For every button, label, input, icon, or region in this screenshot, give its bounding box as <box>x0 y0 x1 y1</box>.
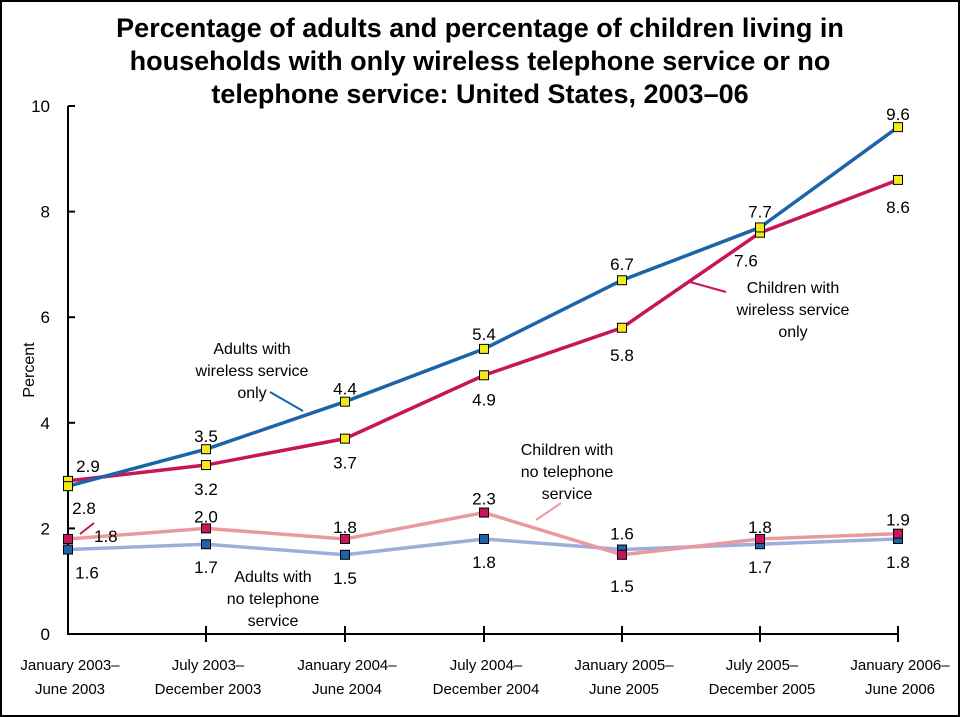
data-point <box>479 370 489 381</box>
series-line <box>67 510 899 557</box>
series-name-label: Adults with <box>234 569 311 586</box>
data-point <box>755 222 765 233</box>
data-label: 1.7 <box>748 558 772 577</box>
series-name-label: no telephone <box>227 591 320 608</box>
data-label: 7.6 <box>734 252 758 271</box>
data-point <box>617 275 627 286</box>
series-name-label: only <box>237 385 266 402</box>
data-label: 1.5 <box>610 577 634 596</box>
x-tick-label: December 2003 <box>155 681 262 698</box>
series-name-label: wireless service <box>736 302 850 319</box>
data-label: 3.7 <box>333 454 357 473</box>
data-label: 1.8 <box>472 553 496 572</box>
x-tick-label: January 2005– <box>574 657 674 674</box>
data-point <box>893 174 903 185</box>
x-tick-label: January 2004– <box>297 657 397 674</box>
y-axis-title: Percent <box>21 342 38 398</box>
series-name-label: Adults with <box>213 341 290 358</box>
data-point <box>755 533 765 544</box>
data-label: 7.7 <box>748 202 772 221</box>
y-tick-label: 10 <box>31 97 50 116</box>
data-label: 1.7 <box>194 558 218 577</box>
x-tick-label: June 2004 <box>312 681 382 698</box>
x-tick-label: July 2005– <box>726 657 799 674</box>
data-point <box>201 539 211 550</box>
series-leader-line <box>535 502 562 521</box>
series-name-label: Children with <box>747 280 839 297</box>
data-point <box>340 549 350 560</box>
data-label: 4.9 <box>472 390 496 409</box>
data-point <box>617 322 627 333</box>
y-tick-label: 0 <box>41 625 50 644</box>
data-label: 4.4 <box>333 380 357 399</box>
y-tick-label: 2 <box>41 519 50 538</box>
series-name-label: Children with <box>521 442 613 459</box>
chart-title: Percentage of adults and percentage of c… <box>116 13 844 109</box>
data-point <box>479 507 489 518</box>
data-label: 2.0 <box>194 507 218 526</box>
data-label: 2.3 <box>472 490 496 509</box>
data-point <box>63 533 73 544</box>
data-label: 1.5 <box>333 569 357 588</box>
data-point <box>340 396 350 407</box>
y-tick-label: 8 <box>41 203 50 222</box>
x-tick-label: December 2004 <box>433 681 540 698</box>
data-point <box>63 481 73 492</box>
x-tick-label: January 2006– <box>850 657 950 674</box>
series-leader-line <box>689 281 727 293</box>
series-name-label: service <box>248 613 299 630</box>
data-label: 6.7 <box>610 255 634 274</box>
series-name-label: only <box>778 324 807 341</box>
y-tick-label: 4 <box>41 414 50 433</box>
data-point <box>201 523 211 534</box>
data-label: 2.9 <box>76 457 100 476</box>
data-label: 1.6 <box>610 525 634 544</box>
series-leader-line <box>269 391 304 412</box>
data-label: 8.6 <box>886 198 910 217</box>
data-point <box>63 544 73 555</box>
data-label: 1.6 <box>75 564 99 583</box>
x-tick-label: July 2004– <box>450 657 523 674</box>
data-point <box>340 433 350 444</box>
data-point <box>340 533 350 544</box>
data-label: 3.5 <box>194 427 218 446</box>
data-label: 3.2 <box>194 480 218 499</box>
data-point <box>479 343 489 354</box>
x-tick-label: June 2005 <box>589 681 659 698</box>
data-label: 9.6 <box>886 105 910 124</box>
series-name-label: no telephone <box>521 464 614 481</box>
data-point <box>479 533 489 544</box>
x-tick-label: June 2003 <box>35 681 105 698</box>
data-label: 5.8 <box>610 346 634 365</box>
x-tick-label: December 2005 <box>709 681 816 698</box>
y-tick-label: 6 <box>41 308 50 327</box>
data-point <box>893 528 903 539</box>
data-label: 1.8 <box>333 518 357 537</box>
data-point <box>201 460 211 471</box>
data-point <box>201 444 211 455</box>
data-label: 1.8 <box>94 527 118 546</box>
data-label: 1.8 <box>748 518 772 537</box>
x-tick-label: January 2003– <box>20 657 120 674</box>
data-label: 1.8 <box>886 553 910 572</box>
x-tick-label: July 2003– <box>172 657 245 674</box>
data-label: 1.9 <box>886 511 910 530</box>
data-label: 5.4 <box>472 325 496 344</box>
x-tick-label: June 2006 <box>865 681 935 698</box>
data-point <box>893 122 903 133</box>
data-label: 2.8 <box>72 499 96 518</box>
label-leader-line <box>79 522 95 535</box>
data-point <box>617 549 627 560</box>
series-name-label: service <box>542 486 593 503</box>
series-name-label: wireless service <box>195 363 309 380</box>
